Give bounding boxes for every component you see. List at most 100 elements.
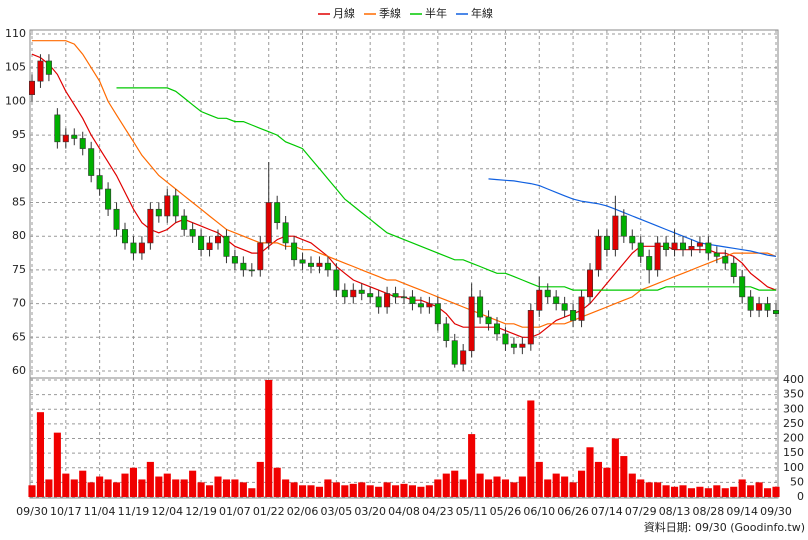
x-tick-label: 08/28 <box>693 505 725 518</box>
footnote: 資料日期: 09/30 (Goodinfo.tw) <box>644 520 805 534</box>
volume-bar <box>197 482 205 497</box>
candle-body <box>299 259 306 264</box>
x-tick-label: 07/29 <box>625 505 657 518</box>
candle-body <box>451 340 458 365</box>
y-tick-label: 65 <box>12 330 26 343</box>
candle-body <box>324 262 331 271</box>
y-tick-label: 85 <box>12 196 26 209</box>
candle-body <box>409 296 416 304</box>
volume-bar <box>772 486 780 497</box>
candle-body <box>595 235 602 271</box>
candle-body <box>713 252 720 257</box>
x-tick-label: 06/10 <box>523 505 555 518</box>
volume-bar <box>713 485 721 497</box>
candle-body <box>646 256 653 271</box>
volume-bar <box>662 485 670 497</box>
volume-bar <box>315 486 324 497</box>
volume-bar <box>391 485 400 497</box>
candle-body <box>214 235 222 244</box>
y-tick-label: 70 <box>12 297 26 310</box>
x-tick-label: 01/07 <box>219 505 251 518</box>
candle-body <box>62 134 69 143</box>
volume-bar <box>569 482 577 497</box>
volume-bar <box>298 485 307 497</box>
candle-body <box>417 303 424 308</box>
volume-bar <box>324 479 332 497</box>
y-tick-label: 75 <box>12 263 26 276</box>
volume-bar <box>121 473 129 497</box>
volume-bar <box>205 485 214 497</box>
candle-body <box>671 242 678 250</box>
candle-body <box>189 229 196 237</box>
x-tick-label: 12/04 <box>151 505 183 518</box>
volume-bar <box>594 461 603 497</box>
y-tick-label: 110 <box>5 27 26 40</box>
volume-bar <box>70 479 78 497</box>
candle-body <box>341 289 348 298</box>
volume-bar <box>104 479 112 497</box>
volume-bar <box>36 412 45 497</box>
candle-body <box>71 134 78 139</box>
volume-bar <box>527 400 535 497</box>
candle-body <box>764 303 771 311</box>
candle-body <box>688 246 695 250</box>
y-tick-label: 400 <box>783 373 804 386</box>
candle-body <box>282 222 289 244</box>
candle-body <box>172 195 179 217</box>
volume-bar <box>383 482 391 497</box>
x-tick-label: 06/26 <box>557 505 589 518</box>
y-tick-label: 100 <box>783 461 804 474</box>
volume-bar <box>282 479 290 497</box>
volume-bar <box>451 470 459 497</box>
candle-body <box>206 242 213 250</box>
x-tick-label: 12/19 <box>185 505 217 518</box>
volume-bar <box>637 479 645 497</box>
volume-bar <box>747 485 755 497</box>
y-tick-label: 200 <box>783 432 804 445</box>
x-tick-label: 10/17 <box>50 505 82 518</box>
candle-body <box>663 242 670 250</box>
candle-body <box>96 175 103 190</box>
y-tick-label: 250 <box>783 417 804 430</box>
candle-body <box>291 242 298 261</box>
candle-body <box>105 188 112 210</box>
volume-bar <box>738 479 746 497</box>
legend-label: 季線 <box>379 6 401 20</box>
volume-bar <box>53 432 61 497</box>
volume-bar <box>645 482 653 497</box>
candle-body <box>147 208 154 244</box>
candle-body <box>570 310 577 321</box>
candle-body <box>316 262 323 267</box>
candle-body <box>138 242 145 254</box>
candle-body <box>747 296 754 311</box>
volume-bar <box>214 476 222 497</box>
candle-body <box>730 262 737 277</box>
y-tick-label: 0 <box>797 490 804 503</box>
volume-bar <box>679 485 687 497</box>
candle-body <box>240 262 247 271</box>
candle-body <box>164 195 171 217</box>
volume-bar <box>248 488 256 497</box>
volume-bar <box>155 476 163 497</box>
candle-body <box>400 296 408 299</box>
x-tick-label: 07/14 <box>591 505 623 518</box>
candle-body <box>612 215 619 250</box>
candle-body <box>620 215 627 237</box>
volume-bar <box>112 482 121 497</box>
candle-body <box>637 242 644 257</box>
x-tick-label: 11/04 <box>84 505 116 518</box>
volume-bar <box>704 488 712 497</box>
x-tick-label: 03/05 <box>321 505 353 518</box>
volume-bar <box>408 485 417 497</box>
candle-body <box>307 262 315 267</box>
candle-body <box>756 303 763 311</box>
volume-bar <box>256 461 264 497</box>
volume-bar <box>273 467 281 497</box>
volume-bar <box>510 482 518 497</box>
ma-line <box>32 40 777 328</box>
y-tick-label: 300 <box>783 402 804 415</box>
candle-body <box>434 303 441 325</box>
volume-bar <box>535 461 543 497</box>
x-tick-label: 04/23 <box>422 505 454 518</box>
